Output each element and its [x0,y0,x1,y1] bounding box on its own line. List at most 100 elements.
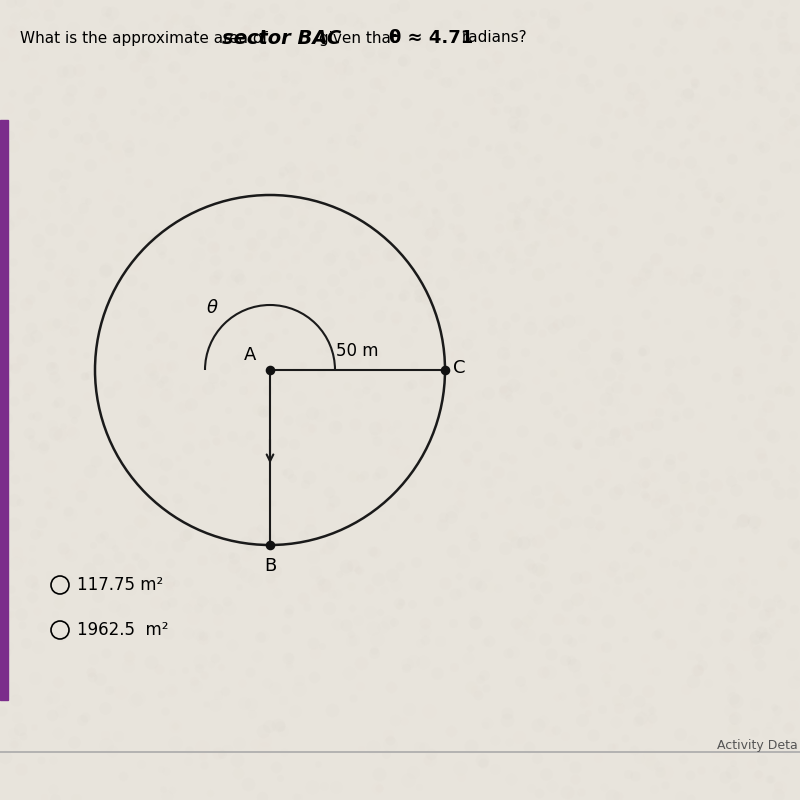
Point [424,305,437,318]
Point [674,199,687,212]
Point [402,702,415,715]
Point [371,782,384,794]
Point [326,164,338,177]
Point [786,647,798,660]
Point [530,90,543,102]
Point [489,734,502,746]
Point [567,194,580,206]
Point [717,37,730,50]
Point [139,536,152,549]
Point [322,253,335,266]
Point [726,691,739,704]
Point [717,84,730,97]
Point [351,18,364,31]
Point [400,662,413,674]
Point [197,630,210,642]
Point [137,517,150,530]
Point [454,369,467,382]
Point [233,737,246,750]
Point [138,50,150,63]
Point [608,560,621,573]
Point [160,50,173,62]
Point [723,661,736,674]
Point [661,265,674,278]
Point [85,285,98,298]
Point [67,736,80,749]
Point [75,77,88,90]
Point [396,291,409,304]
Point [726,756,739,769]
Point [535,565,548,578]
Point [445,219,458,232]
Point [439,306,452,318]
Point [566,225,578,238]
Point [47,690,60,703]
Point [653,406,666,418]
Point [286,518,299,531]
Point [637,344,650,357]
Point [513,521,526,534]
Point [230,268,243,281]
Point [419,374,432,387]
Point [244,105,257,118]
Point [142,341,155,354]
Point [47,318,60,330]
Point [569,258,582,271]
Point [510,617,522,630]
Point [667,522,680,534]
Point [315,640,328,653]
Point [109,289,122,302]
Point [418,741,430,754]
Point [245,544,258,557]
Point [58,179,70,192]
Point [759,343,772,356]
Point [558,516,571,529]
Point [488,762,501,775]
Point [348,634,361,646]
Point [481,386,494,399]
Point [414,206,426,218]
Point [297,358,310,371]
Point [538,633,551,646]
Point [422,217,434,230]
Point [398,289,410,302]
Point [578,588,591,601]
Point [543,480,556,493]
Point [49,587,62,600]
Point [278,466,290,478]
Point [166,360,178,373]
Point [733,365,746,378]
Point [730,364,743,377]
Point [330,246,342,258]
Point [685,114,698,127]
Point [5,607,18,620]
Point [25,124,38,137]
Point [169,720,182,733]
Point [562,314,575,327]
Point [670,517,682,530]
Point [202,381,214,394]
Point [414,146,427,158]
Point [702,223,715,236]
Point [549,214,562,227]
Point [361,342,374,355]
Point [478,1,490,14]
Point [758,632,771,645]
Point [575,73,588,86]
Point [495,145,508,158]
Point [96,85,109,98]
Point [670,19,683,32]
Point [497,450,510,463]
Point [772,486,785,499]
Point [545,526,558,538]
Point [373,767,386,780]
Point [167,191,180,204]
Point [291,248,304,261]
Point [314,574,326,586]
Point [593,191,606,204]
Point [46,497,59,510]
Point [42,259,55,272]
Point [526,7,539,20]
Point [772,780,785,793]
Point [498,451,510,464]
